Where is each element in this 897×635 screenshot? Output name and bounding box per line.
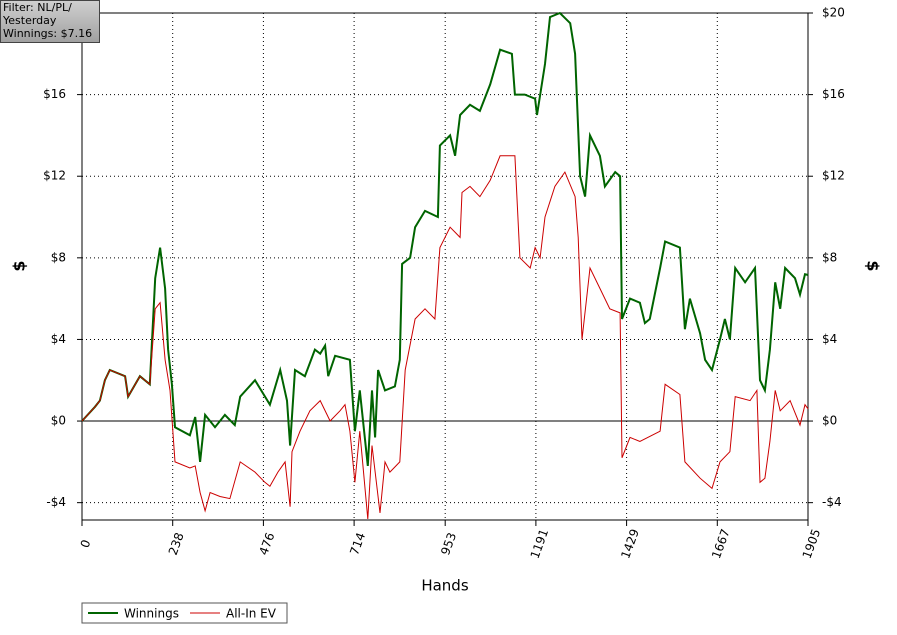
x-axis-label: Hands (421, 577, 468, 595)
y-tick-label: $4 (51, 332, 66, 346)
filter-line: Filter: NL/PL/ (3, 1, 72, 14)
y2-tick-label: $16 (822, 87, 845, 101)
legend-box (81, 602, 288, 624)
y2-tick-label: $20 (822, 6, 845, 20)
y2-tick-label: $4 (822, 332, 837, 346)
series-line (81, 11, 809, 467)
y-tick-label: $8 (51, 250, 66, 264)
y-tick-label: -$4 (46, 495, 66, 509)
x-tick-label: 0 (78, 538, 94, 550)
series-line (81, 155, 809, 520)
legend: Winnings All-In EV (81, 602, 288, 624)
legend-label: All-In EV (226, 607, 277, 621)
y2-tick-label: $8 (822, 250, 837, 264)
filter-box-bg (0, 0, 100, 43)
y2-tick-label: $12 (822, 169, 845, 183)
y-axis-label: $ (10, 260, 29, 271)
legend-label: Winnings (124, 607, 179, 621)
x-tick-label: 1667 (709, 527, 733, 560)
x-tick-label: 953 (438, 531, 459, 557)
y-tick-label: $16 (43, 87, 66, 101)
x-tick-label: 1191 (528, 527, 552, 560)
y2-tick-label: $0 (822, 414, 837, 428)
x-tick-label: 714 (347, 531, 368, 557)
filter-box: Filter: NL/PL/ Yesterday Winnings: $7.16 (0, 0, 100, 43)
x-tick-label: 476 (256, 531, 277, 557)
filter-line: Yesterday (2, 14, 57, 27)
x-tick-label: 1429 (618, 527, 642, 560)
y2-tick-label: -$4 (822, 495, 842, 509)
y-tick-label: $12 (43, 169, 66, 183)
filter-line: Winnings: $7.16 (3, 27, 92, 40)
x-tick-label: 238 (166, 531, 187, 557)
x-tick-label: 1905 (800, 527, 824, 560)
y-tick-label: $0 (51, 414, 66, 428)
y2-axis-label: $ (864, 260, 883, 271)
